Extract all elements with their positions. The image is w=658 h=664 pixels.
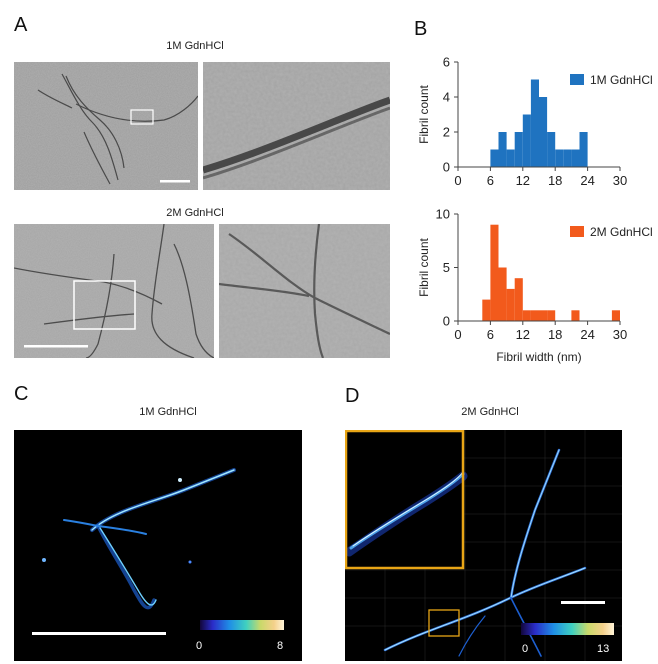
em-micrograph-1m-zoom [203, 62, 390, 190]
histogram-bar [530, 310, 539, 321]
histogram-bar [571, 310, 580, 321]
y-tick-label: 2 [443, 125, 450, 140]
colorbar-c-min: 0 [196, 640, 203, 652]
histogram-2m: 0 6 12 18 24 30 0 5 10 Fibril count Fibril width (… [417, 207, 653, 365]
histogram-bar [547, 310, 556, 321]
colorbar-d-min: 0 [522, 643, 529, 655]
histogram-bar [506, 288, 515, 321]
histogram-bar [579, 132, 588, 167]
histogram-bar [514, 278, 523, 321]
em-micrograph-2m-zoom [219, 224, 390, 358]
panel-label-a: A [14, 14, 28, 36]
y-tick-label: 0 [443, 160, 450, 175]
x-tick-label: 12 [516, 327, 530, 342]
histogram-bar [547, 132, 556, 167]
x-tick-label: 6 [487, 327, 494, 342]
legend-label: 2M GdnHCl [590, 225, 653, 239]
legend-swatch [570, 74, 584, 85]
x-tick-label: 0 [454, 327, 461, 342]
em-micrograph-1m-overview [14, 62, 198, 190]
fluorescence-image-2m [345, 430, 622, 661]
histogram-bar [539, 97, 548, 167]
x-tick-label: 18 [548, 327, 562, 342]
legend-swatch [570, 226, 584, 237]
x-tick-label: 24 [580, 327, 594, 342]
x-tick-label: 30 [613, 327, 627, 342]
histogram-bar [506, 149, 515, 167]
panel-a-bottom-title: 2M GdnHCl [166, 207, 224, 219]
histogram-bar [490, 149, 499, 167]
panel-c-title: 1M GdnHCl [139, 406, 197, 418]
histogram-bar [498, 267, 507, 321]
histogram-bar [563, 149, 572, 167]
y-axis-label: Fibril count [417, 84, 431, 143]
panel-label-b: B [414, 18, 428, 40]
colorbar-d-max: 13 [597, 643, 610, 655]
y-tick-label: 6 [443, 55, 450, 70]
fluorescence-image-1m [14, 430, 302, 661]
histogram-bar [611, 310, 620, 321]
histogram-bar [522, 114, 531, 167]
legend-label: 1M GdnHCl [590, 73, 653, 87]
x-tick-label: 30 [613, 173, 627, 188]
x-tick-label: 24 [580, 173, 594, 188]
histogram-bar [498, 132, 507, 167]
panel-a-top-title: 1M GdnHCl [166, 40, 224, 52]
histogram-bar [555, 149, 564, 167]
y-tick-label: 4 [443, 90, 450, 105]
histogram-bar [522, 310, 531, 321]
colorbar-c-max: 8 [277, 640, 284, 652]
histogram-bar [530, 79, 539, 167]
panel-label-d: D [345, 385, 360, 407]
histogram-bar [539, 310, 548, 321]
x-tick-label: 18 [548, 173, 562, 188]
x-tick-label: 6 [487, 173, 494, 188]
x-tick-label: 0 [454, 173, 461, 188]
histogram-bar [482, 299, 491, 321]
x-tick-label: 12 [516, 173, 530, 188]
histogram-bar [490, 224, 499, 321]
y-tick-label: 0 [443, 314, 450, 329]
y-tick-label: 10 [436, 207, 450, 222]
y-axis-label: Fibril count [417, 237, 431, 296]
histogram-bar [514, 132, 523, 167]
em-micrograph-2m-overview [14, 224, 214, 358]
panel-d-title: 2M GdnHCl [461, 406, 519, 418]
y-tick-label: 5 [443, 260, 450, 275]
x-axis-label: Fibril width (nm) [496, 350, 581, 364]
panel-label-c: C [14, 383, 29, 405]
histogram-bar [571, 149, 580, 167]
